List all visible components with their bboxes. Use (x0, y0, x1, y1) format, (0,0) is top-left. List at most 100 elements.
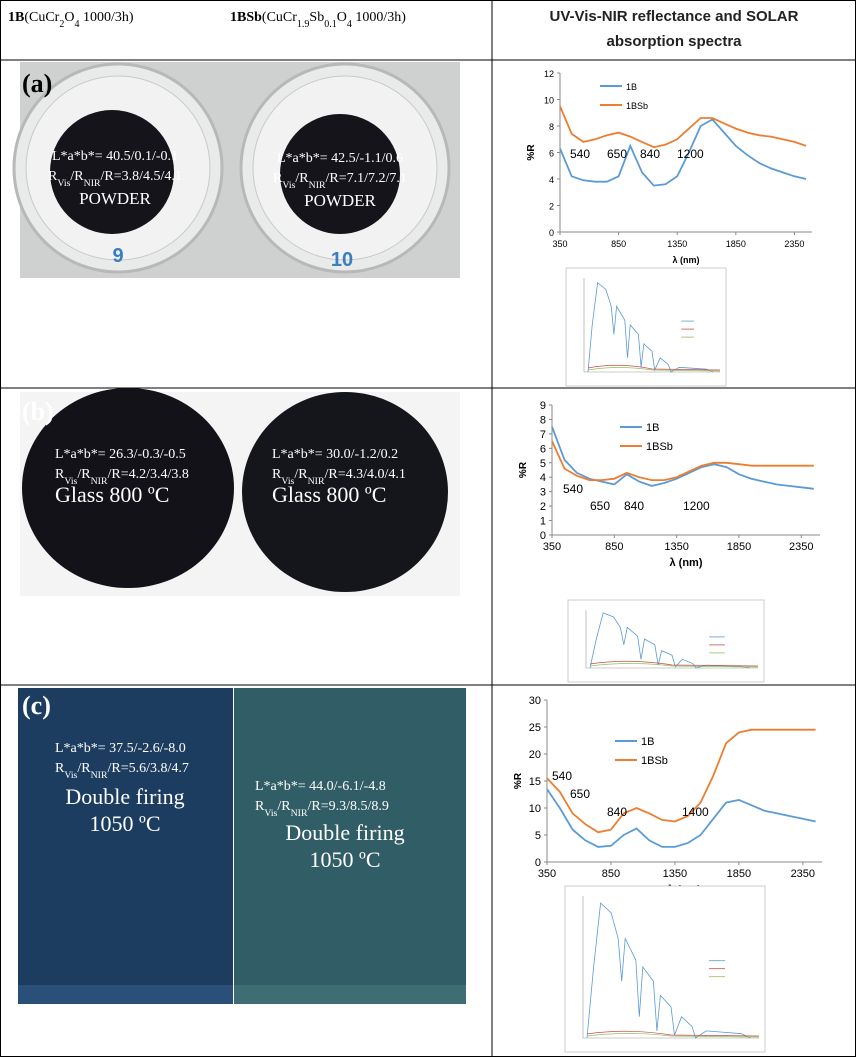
x-tick-label: 2350 (791, 868, 815, 880)
x-tick-label: 850 (605, 541, 623, 553)
text-part: Sb (309, 10, 324, 25)
subscript: Vis (64, 770, 77, 781)
subscript: NIR (291, 808, 308, 819)
y-tick-label: 8 (549, 122, 554, 132)
annotation: 1200 (677, 147, 704, 161)
annotation: 650 (570, 787, 590, 801)
lab-color: L*a*b*= 30.0/-1.2/0.2 (272, 447, 398, 462)
y-tick-label: 3 (540, 487, 546, 499)
x-tick-label: 1850 (727, 541, 751, 553)
annotation: 840 (624, 499, 644, 513)
series-line (560, 106, 806, 147)
dish-label: 10 (331, 249, 353, 271)
series-line (552, 441, 814, 480)
x-tick-label: 1350 (663, 868, 687, 880)
x-tick-label: 1850 (726, 239, 746, 249)
annotation: 540 (563, 482, 583, 496)
row-label: (a) (22, 69, 52, 98)
legend-label: 1BSb (646, 441, 673, 453)
text-part: /R (70, 169, 84, 184)
x-tick-label: 1850 (727, 868, 751, 880)
y-tick-label: 10 (544, 96, 554, 106)
legend-label: 1BSb (626, 101, 648, 111)
subscript: Vis (57, 178, 70, 189)
lab-color: L*a*b*= 37.5/-2.6/-8.0 (55, 741, 186, 756)
x-tick-label: 2350 (789, 541, 813, 553)
annotation: 1400 (682, 805, 709, 819)
text-part: /R=9.3/8.5/8.9 (307, 799, 388, 814)
y-tick-label: 25 (529, 722, 541, 734)
solar-inset (565, 886, 765, 1052)
text-part: /R (277, 799, 291, 814)
lab-color: L*a*b*= 44.0/-6.1/-4.8 (255, 779, 386, 794)
y-tick-label: 2 (549, 202, 554, 212)
y-tick-label: 1 (540, 516, 546, 528)
subscript: Vis (264, 808, 277, 819)
x-tick-label: 850 (602, 868, 620, 880)
sample-name: 1B (8, 10, 24, 25)
subscript: NIR (84, 178, 101, 189)
annotation: 540 (570, 147, 590, 161)
solar-inset (568, 600, 764, 682)
y-tick-label: 2 (540, 501, 546, 513)
text-part: /R (77, 761, 91, 776)
condition: Glass 800 ºC (55, 482, 169, 507)
spectra-title: UV-Vis-NIR reflectance and SOLAR (550, 8, 799, 25)
annotation: 650 (607, 147, 627, 161)
text-part: 1000/3h) (352, 10, 406, 25)
sample-header: 1BSb(CuCr1.9Sb0.1O4 1000/3h) (230, 10, 406, 30)
x-axis-title: λ (nm) (670, 557, 703, 569)
y-tick-label: 0 (549, 228, 554, 238)
y-tick-label: 12 (544, 69, 554, 79)
annotation: 1200 (683, 499, 710, 513)
legend-label: 1BSb (641, 755, 668, 767)
lab-color: L*a*b*= 40.5/0.1/-0.1 (52, 149, 178, 164)
x-tick-label: 1350 (667, 239, 687, 249)
annotation: 650 (590, 499, 610, 513)
x-axis-title: λ (nm) (673, 255, 700, 265)
x-tick-label: 350 (538, 868, 556, 880)
x-tick-label: 350 (552, 239, 567, 249)
y-tick-label: 8 (540, 414, 546, 426)
y-tick-label: 7 (540, 429, 546, 441)
y-tick-label: 30 (529, 695, 541, 707)
subscript: 1.9 (297, 19, 310, 30)
subscript: Vis (282, 180, 295, 191)
text-part: /R=5.6/3.8/4.7 (107, 761, 188, 776)
condition: Glass 800 ºC (272, 482, 386, 507)
x-tick-label: 350 (543, 541, 561, 553)
y-tick-label: 6 (549, 149, 554, 159)
text-part: /R (295, 171, 309, 186)
text-part: O (64, 10, 74, 25)
legend-label: 1B (646, 422, 659, 434)
y-tick-label: 9 (540, 400, 546, 412)
subscript: NIR (309, 180, 326, 191)
sample-header: 1B(CuCr2O4 1000/3h) (8, 10, 134, 30)
text-part: /R (77, 467, 91, 482)
text-part: /R (294, 467, 308, 482)
y-axis-title: %R (513, 772, 524, 789)
text-part: /R=3.8/4.5/4.1 (101, 169, 182, 184)
row-label: (b) (22, 397, 54, 426)
text-part: /R=4.3/4.0/4.1 (324, 467, 405, 482)
y-tick-label: 20 (529, 749, 541, 761)
text-part: O (337, 10, 347, 25)
annotation: 840 (607, 805, 627, 819)
y-tick-label: 5 (540, 458, 546, 470)
photo-c (18, 688, 466, 1004)
sample-name: 1BSb (230, 10, 262, 25)
y-tick-label: 5 (535, 830, 541, 842)
subscript: NIR (91, 770, 108, 781)
subscript: 0.1 (324, 19, 337, 30)
annotation: 840 (640, 147, 660, 161)
y-tick-label: 15 (529, 776, 541, 788)
x-tick-label: 850 (611, 239, 626, 249)
text-part: 1000/3h) (79, 10, 133, 25)
lab-color: L*a*b*= 26.3/-0.3/-0.5 (55, 447, 186, 462)
spectra-title: absorption spectra (606, 33, 742, 50)
condition: POWDER (304, 191, 376, 210)
condition: POWDER (79, 189, 151, 208)
figure-table: 1B(CuCr2O4 1000/3h) 1BSb(CuCr1.9Sb0.1O4 1… (0, 0, 856, 1057)
y-tick-label: 10 (529, 803, 541, 815)
y-axis-title: %R (526, 144, 537, 161)
